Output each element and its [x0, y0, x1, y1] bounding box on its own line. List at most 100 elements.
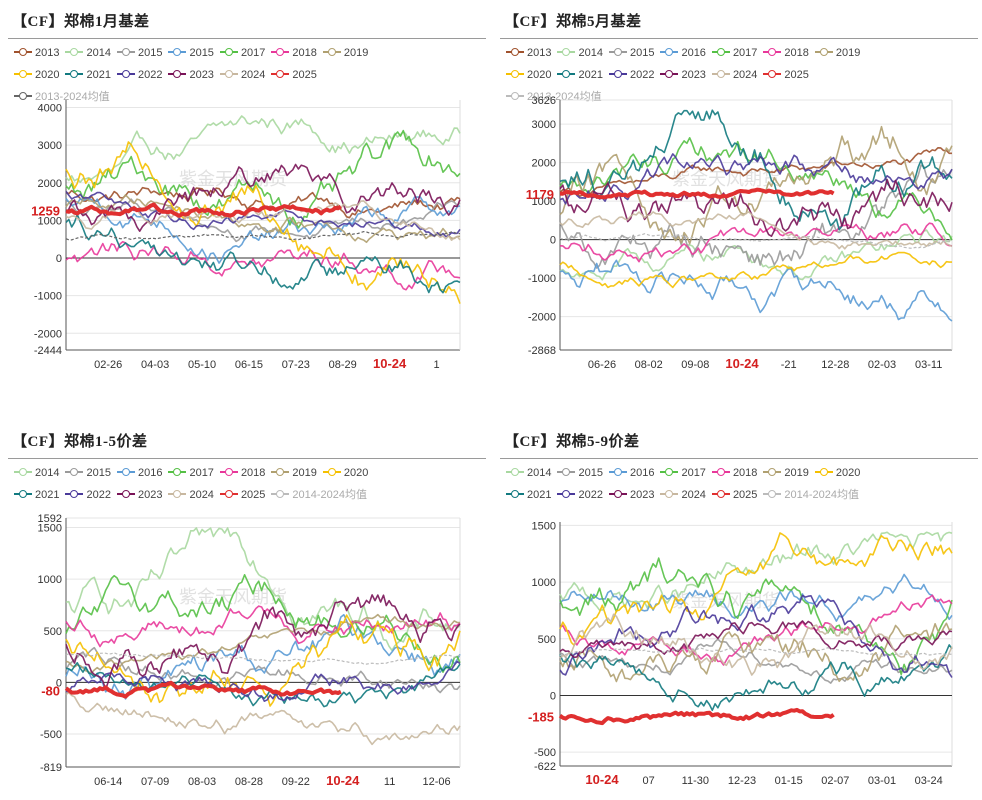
legend-entry[interactable]: 2013-2024均值 [14, 86, 110, 108]
current-value-label: -80 [41, 684, 60, 699]
series-line-2018 [65, 605, 461, 648]
legend-entry[interactable]: 2020 [506, 64, 551, 86]
legend-entry[interactable]: 2025 [711, 484, 758, 506]
legend-label: 2024 [189, 489, 214, 501]
x-tick-label: 08-28 [235, 776, 263, 788]
x-tick-label: 06-26 [588, 359, 616, 371]
series-line-2025 [558, 707, 835, 726]
legend-entry[interactable]: 2017 [660, 462, 706, 484]
chart-svg: 3626 3000 2000 1000 0 -1000 -2000 -2868 06-26 08-… [526, 95, 953, 371]
legend-label: 2015 [629, 47, 655, 59]
legend-marker-icon [116, 69, 135, 79]
legend-entry[interactable]: 2024 [711, 64, 757, 86]
legend-entry[interactable]: 2025 [763, 64, 809, 86]
legend-label: 2025 [240, 489, 266, 501]
panel-title: 【CF】郑棉5-9价差 [504, 434, 640, 450]
legend-entry[interactable]: 2015 [608, 42, 655, 64]
x-tick-label: 07-09 [141, 776, 169, 788]
series-line-2017 [559, 557, 953, 676]
legend-entry[interactable]: 2019 [763, 462, 809, 484]
legend-label: 2025 [784, 69, 809, 81]
legend-marker-icon [168, 467, 187, 477]
legend-entry[interactable]: 2014 [506, 462, 551, 484]
legend-entry[interactable]: 2015 [65, 462, 111, 484]
legend-entry[interactable]: 2022 [608, 64, 655, 86]
legend-entry[interactable]: 2024 [660, 484, 706, 506]
legend-entry[interactable]: 2019 [271, 462, 317, 484]
x-tick-label: 07 [643, 775, 655, 787]
legend-marker-icon [506, 467, 524, 477]
legend-marker-icon [660, 489, 679, 499]
x-tick-label: 1 [433, 359, 439, 371]
legend-marker-icon [660, 467, 679, 477]
legend-entry[interactable]: 2021 [506, 484, 551, 506]
legend-entry[interactable]: 2020 [14, 64, 59, 86]
legend-entry[interactable]: 2023 [660, 64, 706, 86]
legend-entry[interactable]: 2020 [322, 462, 368, 484]
legend-entry[interactable]: 2016 [116, 462, 163, 484]
series-line-2014 [65, 527, 461, 652]
series-line-2021 [65, 213, 461, 294]
legend-entry[interactable]: 2017 [168, 462, 214, 484]
legend-marker-icon [763, 47, 782, 57]
legend-entry[interactable]: 2023 [116, 484, 162, 506]
legend-entry[interactable]: 2021 [14, 484, 59, 506]
legend-entry[interactable]: 2014-2024均值 [763, 484, 859, 506]
series-line-2024 [559, 613, 953, 676]
legend-entry[interactable]: 2017 [219, 42, 265, 64]
legend-label: 2023 [681, 69, 706, 81]
legend-entry[interactable]: 2016 [608, 462, 654, 484]
series-line-2019 [559, 125, 953, 245]
y-tick-label: -500 [40, 729, 62, 741]
legend-entry[interactable]: 2022 [557, 484, 603, 506]
legend-entry[interactable]: 2025 [219, 484, 266, 506]
legend-marker-icon [711, 489, 730, 499]
legend-entry[interactable]: 2014-2024均值 [271, 484, 367, 506]
x-tick-label: 02-26 [94, 359, 122, 371]
legend-label: 2025 [732, 489, 758, 501]
legend-entry[interactable]: 2021 [557, 64, 603, 86]
legend-entry[interactable]: 2014 [65, 42, 111, 64]
legend-label: 2016 [681, 47, 706, 59]
legend-entry[interactable]: 2015 [168, 42, 214, 64]
legend-entry[interactable]: 2018 [271, 42, 317, 64]
legend-entry[interactable]: 2013 [14, 42, 59, 64]
legend-entry[interactable]: 2015 [557, 462, 603, 484]
legend-label: 2014-2024均值 [292, 489, 368, 501]
legend-entry[interactable]: 2019 [322, 42, 368, 64]
legend-entry[interactable]: 2014 [14, 462, 59, 484]
legend-marker-icon [168, 489, 187, 499]
legend-entry[interactable]: 2025 [271, 64, 317, 86]
legend-label: 2021 [86, 69, 111, 81]
legend-marker-icon [608, 489, 627, 499]
x-tick-label: 02-07 [821, 775, 849, 787]
legend-entry[interactable]: 2018 [763, 42, 809, 64]
legend-entry[interactable]: 2021 [65, 64, 111, 86]
legend-entry[interactable]: 2020 [814, 462, 860, 484]
series-line-2017 [65, 129, 461, 229]
legend-marker-icon [557, 69, 576, 79]
legend-label: 2015 [86, 467, 111, 479]
legend-entry[interactable]: 2017 [711, 42, 757, 64]
legend-entry[interactable]: 2024 [168, 484, 214, 506]
legend-entry[interactable]: 2024 [219, 64, 265, 86]
y-tick-label: 1000 [38, 215, 62, 227]
x-tick-label: 07-23 [282, 359, 310, 371]
legend-entry[interactable]: 2022 [116, 64, 162, 86]
legend-label: 2022 [629, 69, 655, 81]
legend-entry[interactable]: 2023 [168, 64, 214, 86]
legend-entry[interactable]: 2016 [660, 42, 706, 64]
legend-entry[interactable]: 2019 [814, 42, 860, 64]
series-line-2023 [65, 163, 461, 232]
legend: 2014 2015 2016 2017 2018 2019 2020 2021 2022 2023… [506, 462, 976, 506]
x-tick-label: 08-29 [329, 359, 357, 371]
legend-entry[interactable]: 2013 [506, 42, 551, 64]
legend-entry[interactable]: 2023 [608, 484, 654, 506]
legend-entry[interactable]: 2015 [116, 42, 162, 64]
legend-label: 2016 [137, 467, 163, 479]
legend-label: 2022 [86, 489, 111, 501]
legend-entry[interactable]: 2018 [219, 462, 265, 484]
legend-entry[interactable]: 2018 [711, 462, 757, 484]
legend-entry[interactable]: 2014 [557, 42, 603, 64]
legend-entry[interactable]: 2022 [65, 484, 111, 506]
